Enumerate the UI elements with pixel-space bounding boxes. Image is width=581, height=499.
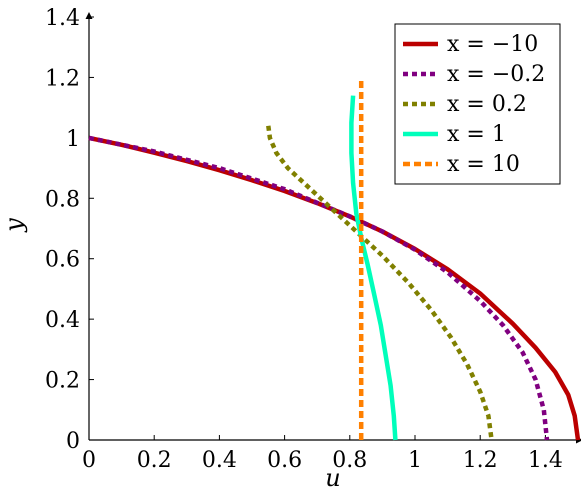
- series-line-3: [266, 125, 494, 441]
- y-tick-label: 1.4: [45, 6, 80, 31]
- legend-entry-3: x = 0.2: [447, 92, 527, 117]
- x-tick-label: 1: [408, 448, 422, 473]
- series-layer: [88, 80, 581, 441]
- y-axis-label: y: [0, 218, 28, 233]
- x-tick-label: 0.4: [202, 448, 237, 473]
- y-tick-label: 1.2: [45, 66, 80, 91]
- x-tick-label: 1.2: [463, 448, 498, 473]
- legend-entry-5: x = 10: [447, 152, 520, 177]
- legend-entry-1: x = −10: [447, 32, 538, 57]
- y-tick-label: 1: [66, 127, 80, 152]
- series-line-2: [88, 135, 550, 441]
- y-axis-arrow: [85, 12, 93, 19]
- x-tick-label: 0.2: [137, 448, 172, 473]
- series-line-4: [349, 95, 398, 441]
- y-tick-label: 0.4: [45, 308, 80, 333]
- x-tick-label: 0.6: [267, 448, 302, 473]
- x-axis-label: u: [325, 464, 340, 492]
- tick-labels: 0 0.2 0.4 0.6 0.8 1 1.2 1.4 0 0.2 0.4 0.6 0.8 1 1.2 1.4: [45, 6, 563, 473]
- x-tick-label: 1.4: [528, 448, 563, 473]
- legend-entry-2: x = −0.2: [447, 62, 545, 87]
- y-tick-label: 0: [66, 429, 80, 454]
- y-tick-label: 0.2: [45, 369, 80, 394]
- y-tick-label: 0.6: [45, 248, 80, 273]
- legend: x = −10 x = −0.2 x = 0.2 x = 1 x = 10: [394, 23, 561, 185]
- legend-entry-4: x = 1: [447, 122, 506, 147]
- x-tick-label: 0.8: [332, 448, 367, 473]
- x-tick-label: 0: [82, 448, 96, 473]
- y-tick-label: 0.8: [45, 187, 80, 212]
